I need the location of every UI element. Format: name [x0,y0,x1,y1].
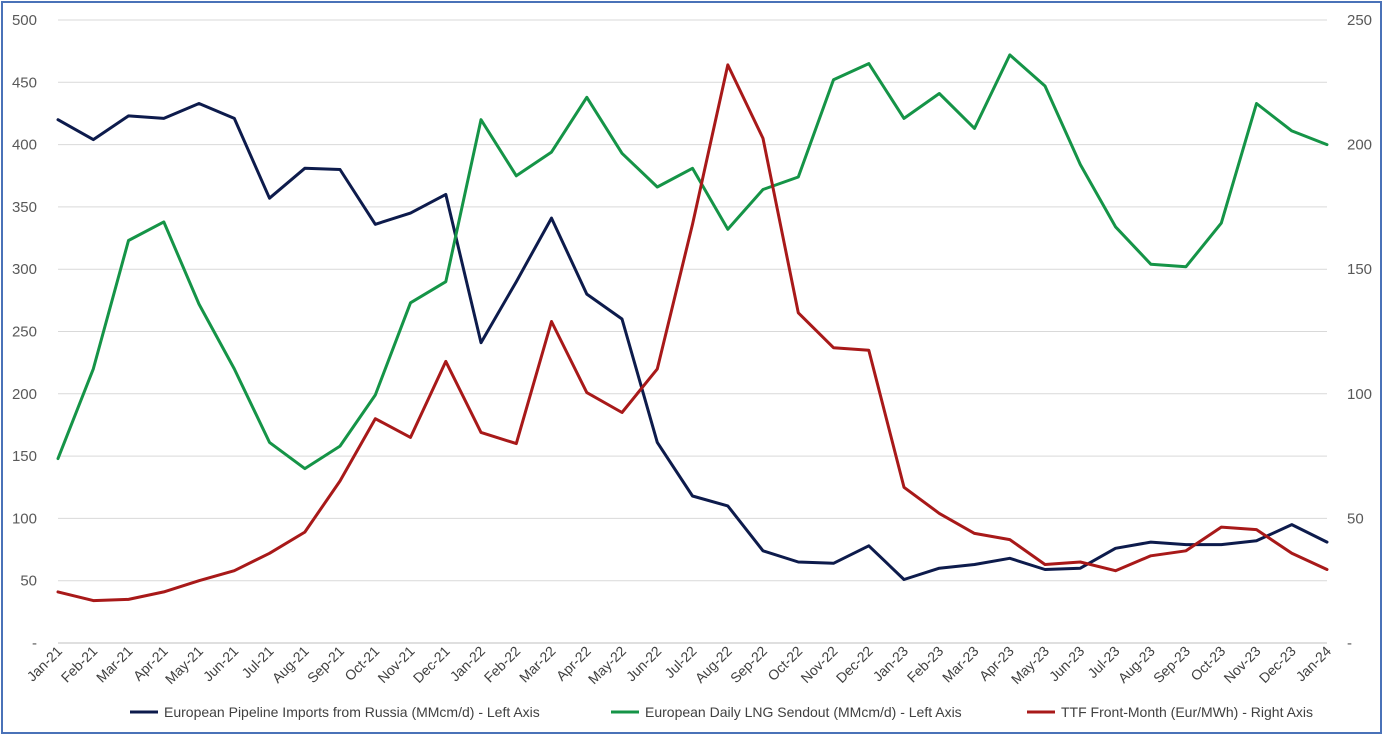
left-tick-label: 250 [12,324,37,341]
right-tick-label: 100 [1347,386,1372,403]
x-axis-ticks: Jan-21Feb-21Mar-21Apr-21May-21Jun-21Jul-… [24,643,1335,687]
legend-label: European Pipeline Imports from Russia (M… [164,704,540,720]
x-tick-label: Feb-22 [481,643,524,686]
x-tick-label: Dec-22 [833,643,876,686]
left-tick-label: 300 [12,261,37,278]
x-tick-label: Aug-22 [692,643,735,686]
x-tick-label: May-21 [162,643,206,687]
right-tick-label: 50 [1347,510,1364,527]
x-tick-label: Mar-22 [516,643,559,686]
left-tick-label: - [32,635,37,652]
left-tick-label: 150 [12,448,37,465]
series-line-1 [56,53,1329,471]
right-tick-label: 250 [1347,12,1372,29]
right-tick-label: 150 [1347,261,1372,278]
x-tick-label: Jun-21 [200,643,242,685]
x-tick-label: Jan-22 [447,643,489,685]
legend-label: TTF Front-Month (Eur/MWh) - Right Axis [1061,704,1313,720]
x-tick-label: Dec-23 [1256,643,1299,686]
right-axis-ticks: - 50 100 150 200 250 [1347,12,1372,652]
x-tick-label: Sep-22 [727,643,770,686]
left-tick-label: 350 [12,199,37,216]
x-tick-label: Jun-23 [1046,643,1088,685]
legend: European Pipeline Imports from Russia (M… [130,704,1313,720]
x-tick-label: Jan-24 [1293,643,1335,685]
x-tick-label: Sep-21 [304,643,347,686]
left-tick-label: 500 [12,12,37,29]
x-tick-label: Sep-23 [1150,643,1193,686]
left-tick-label: 50 [20,573,37,590]
left-tick-label: 400 [12,137,37,154]
series-lines [56,53,1329,603]
x-tick-label: Nov-23 [1220,643,1263,686]
x-tick-label: Dec-21 [410,643,453,686]
x-tick-label: May-22 [585,643,629,687]
x-tick-label: Feb-21 [58,643,101,686]
left-axis-ticks: - 50 100 150 200 250 300 350 400 450 500 [12,12,37,652]
left-tick-label: 450 [12,74,37,91]
x-tick-label: Feb-23 [904,643,947,686]
gridlines [58,19,1327,644]
x-tick-label: Aug-21 [269,643,312,686]
x-tick-label: Nov-21 [374,643,417,686]
x-tick-label: Aug-23 [1115,643,1158,686]
x-tick-label: Jan-23 [870,643,912,685]
right-tick-label: - [1347,635,1352,652]
left-tick-label: 100 [12,510,37,527]
x-tick-label: May-23 [1008,643,1052,687]
series-line-0 [56,102,1329,581]
x-tick-label: Jun-22 [623,643,665,685]
series-line-2 [56,63,1329,603]
x-tick-label: Mar-21 [93,643,136,686]
legend-label: European Daily LNG Sendout (MMcm/d) - Le… [645,704,962,720]
left-tick-label: 200 [12,386,37,403]
x-tick-label: Jan-21 [24,643,66,685]
x-tick-label: Mar-23 [939,643,982,686]
right-tick-label: 200 [1347,137,1372,154]
x-tick-label: Nov-22 [797,643,840,686]
